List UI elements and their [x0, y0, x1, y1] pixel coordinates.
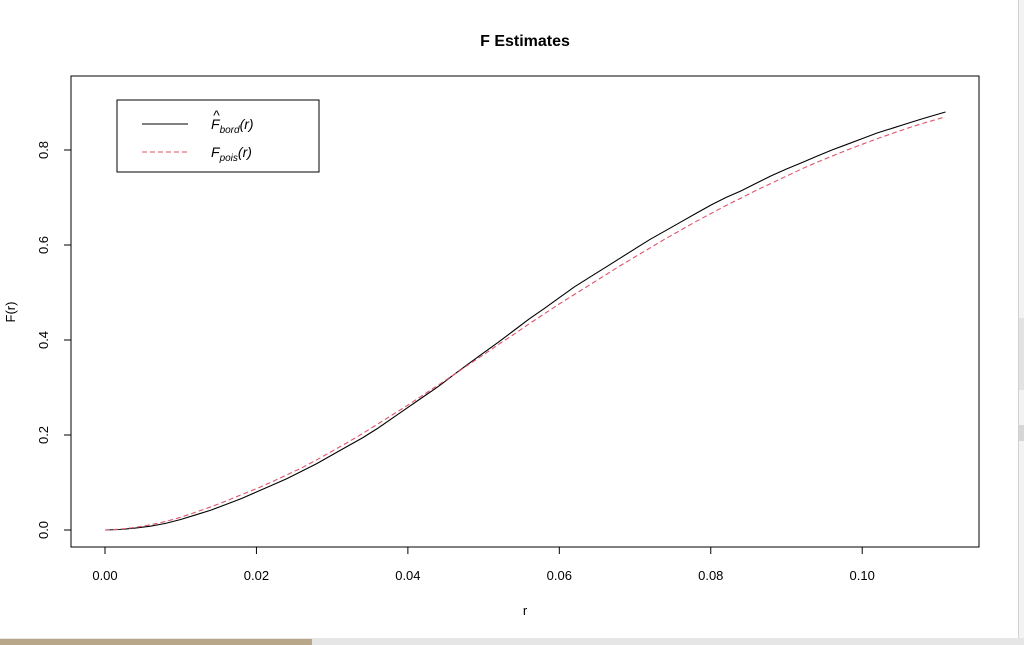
x-axis: 0.00 0.02 0.04 0.06 0.08 0.10: [92, 546, 875, 583]
y-tick-label: 0.2: [36, 426, 51, 444]
y-tick-label: 0.6: [36, 236, 51, 254]
window-right-edge: [1019, 0, 1024, 638]
legend: Fbord(r)^ Fpois(r): [116, 99, 320, 173]
series-line-pois: [104, 116, 946, 531]
x-tick-label: 0.08: [698, 568, 723, 583]
x-tick-label: 0.02: [244, 568, 269, 583]
legend-hat-bord: ^: [213, 107, 220, 123]
x-tick-label: 0.00: [92, 568, 117, 583]
x-tick-label: 0.10: [850, 568, 875, 583]
y-axis-label: F(r): [3, 302, 18, 323]
legend-label-pois: Fpois(r): [211, 144, 252, 164]
y-tick-label: 0.8: [36, 141, 51, 159]
x-tick-label: 0.06: [547, 568, 572, 583]
x-axis-label: r: [523, 603, 528, 618]
legend-label-bord: Fbord(r): [211, 116, 254, 136]
y-tick-label: 0.0: [36, 521, 51, 539]
chart-title: F Estimates: [480, 33, 570, 50]
series-line-bord: [104, 111, 946, 531]
desktop-strip: [0, 638, 1024, 645]
x-tick-label: 0.04: [395, 568, 420, 583]
y-axis: 0.0 0.2 0.4 0.6 0.8: [36, 141, 72, 539]
series-layer: [104, 111, 946, 531]
y-tick-label: 0.4: [36, 331, 51, 349]
legend-box: [116, 99, 320, 173]
